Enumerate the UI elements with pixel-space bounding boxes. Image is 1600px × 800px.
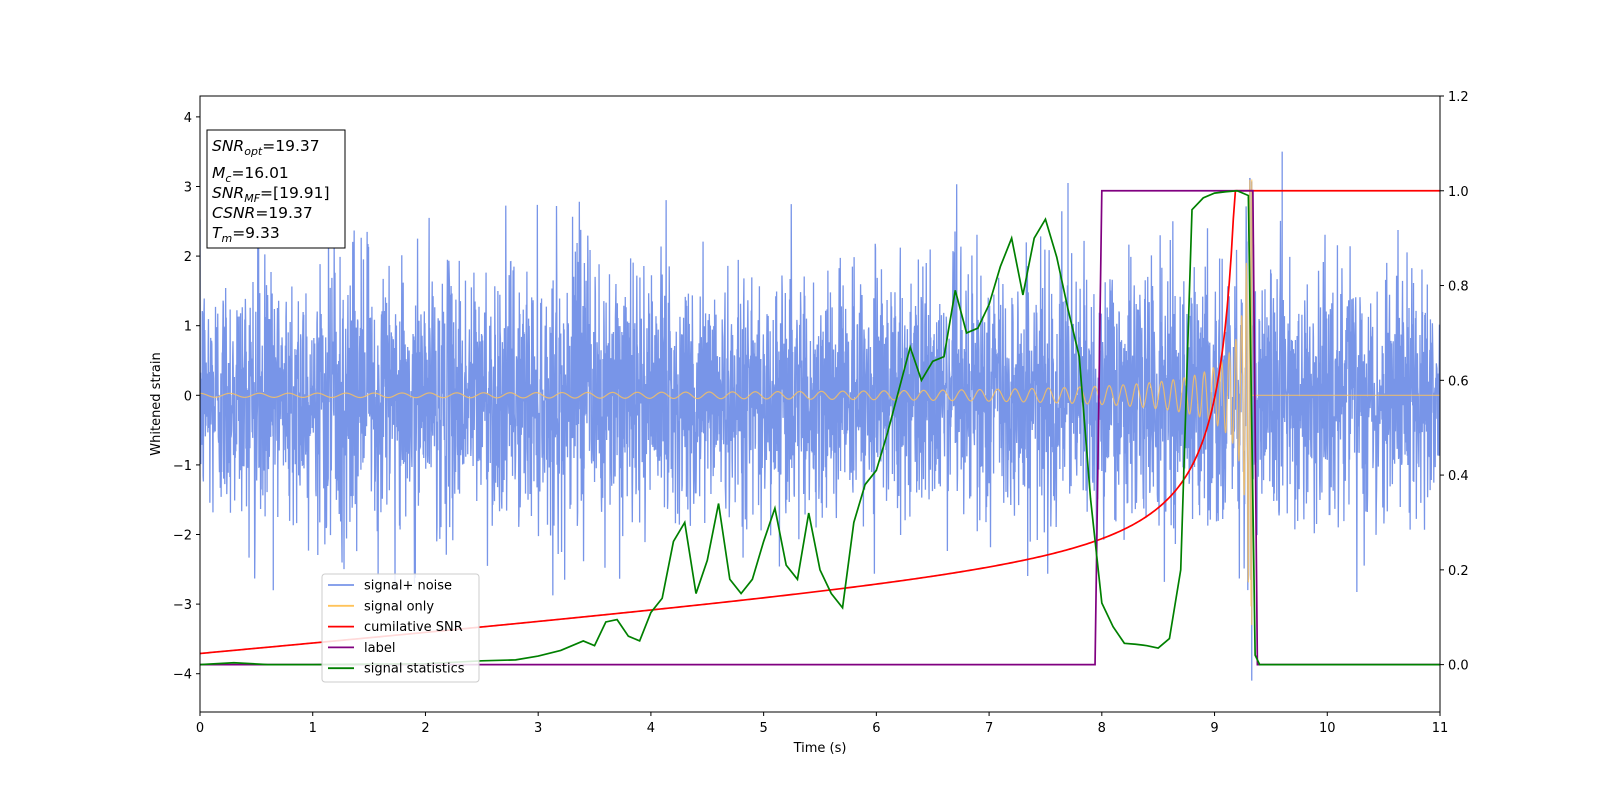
- info-box-line: CSNR=19.37: [212, 204, 313, 222]
- info-value: =19.37: [255, 204, 312, 222]
- y-axis-left: −4 −3 −2 −1 0 1 2 3 4: [173, 111, 200, 683]
- y-axis-right: 0.0 0.2 0.4 0.6 0.8 1.0 1.2: [1440, 90, 1469, 674]
- x-tick-label: 8: [1098, 721, 1106, 736]
- y-tick-label: −2: [173, 529, 192, 544]
- y-tick-label: 0: [184, 389, 192, 404]
- info-value: =9.33: [232, 224, 280, 242]
- info-box-line: Mc=16.01: [212, 164, 289, 185]
- legend-frame: [321, 573, 480, 683]
- info-subscript: opt: [244, 145, 263, 158]
- y2-tick-label: 1.0: [1448, 185, 1469, 200]
- y-tick-label: 3: [184, 180, 192, 195]
- y-axis-label: Whitened strain: [149, 352, 164, 455]
- info-subscript: m: [221, 232, 232, 245]
- x-tick-label: 4: [647, 721, 655, 736]
- y2-tick-label: 0.6: [1448, 374, 1469, 389]
- info-symbol: SNR: [212, 184, 244, 202]
- plot-frame: [199, 95, 1441, 713]
- y2-tick-label: 0.2: [1448, 564, 1469, 579]
- info-value: =16.01: [231, 164, 288, 182]
- info-box-line: SNRMF=[19.91]: [212, 184, 330, 205]
- info-symbol: T: [212, 224, 223, 242]
- series-signal-statistics-line: [200, 189, 1440, 666]
- x-tick-label: 3: [534, 721, 542, 736]
- x-tick-label: 1: [309, 721, 317, 736]
- x-tick-label: 0: [196, 721, 204, 736]
- info-value: =19.37: [262, 137, 319, 155]
- x-tick-label: 6: [872, 721, 880, 736]
- y2-tick-label: 0.8: [1448, 280, 1469, 295]
- info-symbol: CSNR: [212, 204, 255, 222]
- legend-entry-label: label: [364, 641, 395, 656]
- x-tick-label: 7: [985, 721, 993, 736]
- y-tick-label: −1: [173, 459, 192, 474]
- x-tick-label: 9: [1210, 721, 1218, 736]
- y2-tick-label: 1.2: [1448, 90, 1469, 105]
- x-tick-label: 10: [1319, 721, 1336, 736]
- x-tick-label: 5: [759, 721, 767, 736]
- info-box-line: Tm=9.33: [212, 224, 280, 245]
- info-box: SNRopt=19.37Mc=16.01SNRMF=[19.91]CSNR=19…: [206, 129, 346, 249]
- x-axis-label: Time (s): [793, 741, 847, 756]
- info-symbol: M: [212, 164, 225, 182]
- info-value: =[19.91]: [260, 184, 329, 202]
- y-tick-label: 1: [184, 320, 192, 335]
- legend-entry-label: signal statistics: [364, 662, 465, 677]
- info-subscript: MF: [244, 192, 260, 205]
- x-tick-label: 11: [1432, 721, 1449, 736]
- y-tick-label: −4: [173, 668, 192, 683]
- info-symbol: SNR: [212, 137, 244, 155]
- legend-entry-label: signal+ noise: [364, 579, 452, 594]
- x-axis: 0 1 2 3 4 5 6 7 8 9 10 11: [196, 712, 1448, 736]
- y-tick-label: 2: [184, 250, 192, 265]
- y2-tick-label: 0.4: [1448, 469, 1469, 484]
- y2-tick-label: 0.0: [1448, 659, 1469, 674]
- legend-entry-label: cumilative SNR: [364, 620, 463, 635]
- x-tick-label: 2: [421, 721, 429, 736]
- legend: signal+ noise signal only cumilative SNR la…: [321, 573, 480, 683]
- y-tick-label: 4: [184, 111, 192, 126]
- legend-entry-label: signal only: [364, 599, 434, 614]
- info-subscript: c: [225, 172, 231, 185]
- info-box-frame: [206, 129, 346, 249]
- info-box-line: SNRopt=19.37: [212, 137, 320, 158]
- y-tick-label: −3: [173, 598, 192, 613]
